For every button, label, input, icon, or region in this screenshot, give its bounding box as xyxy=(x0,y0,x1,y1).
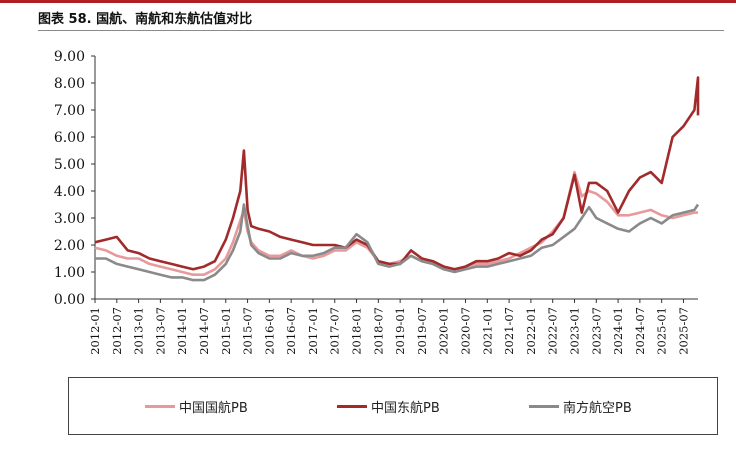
x-tick-label: 2012-07 xyxy=(110,307,124,355)
x-tick-label: 2016-07 xyxy=(284,307,298,355)
y-tick-label: 9.00 xyxy=(54,49,85,65)
legend-swatch-china-southern xyxy=(529,404,559,408)
legend-item-air-china: 中国国航PB xyxy=(145,398,248,416)
x-tick-label: 2021-01 xyxy=(480,307,494,355)
x-tick-label: 2015-07 xyxy=(241,307,255,355)
x-tick-label: 2019-01 xyxy=(393,307,407,355)
legend: 中国国航PB 中国东航PB 南方航空PB xyxy=(68,377,718,435)
x-tick-label: 2016-01 xyxy=(262,307,276,355)
legend-label-china-eastern: 中国东航PB xyxy=(371,400,440,416)
x-tick-label: 2017-07 xyxy=(328,307,342,355)
y-tick-label: 7.00 xyxy=(54,103,85,119)
legend-label-air-china: 中国国航PB xyxy=(179,400,248,416)
x-tick-label: 2013-07 xyxy=(153,307,167,355)
top-accent-bar xyxy=(0,0,736,3)
series-line-china-southern xyxy=(95,203,700,282)
chart-title: 图表 58. 国航、南航和东航估值对比 xyxy=(38,12,253,27)
y-tick-label: 2.00 xyxy=(54,238,85,254)
legend-item-china-eastern: 中国东航PB xyxy=(337,398,440,416)
y-tick-label: 3.00 xyxy=(54,211,85,227)
x-tick-label: 2024-07 xyxy=(633,307,647,355)
x-tick-label: 2012-01 xyxy=(88,307,102,355)
y-tick-label: 5.00 xyxy=(54,157,85,173)
x-tick-label: 2021-07 xyxy=(502,307,516,355)
x-tick-label: 2014-07 xyxy=(197,307,211,355)
series-line-china-eastern xyxy=(94,76,700,271)
x-tick-label: 2018-01 xyxy=(350,307,364,355)
x-tick-label: 2013-01 xyxy=(132,307,146,355)
y-tick-label: 6.00 xyxy=(54,130,85,146)
y-tick-label: 4.00 xyxy=(54,184,85,200)
y-tick-label: 0.00 xyxy=(54,292,85,308)
x-tick-label: 2025-01 xyxy=(655,307,669,355)
x-tick-label: 2025-07 xyxy=(676,307,690,355)
title-divider xyxy=(38,30,724,31)
x-tick-label: 2017-01 xyxy=(306,307,320,355)
x-tick-label: 2022-07 xyxy=(546,307,560,355)
y-tick-label: 1.00 xyxy=(54,265,85,281)
x-tick-label: 2020-01 xyxy=(437,307,451,355)
x-tick-label: 2014-01 xyxy=(175,307,189,355)
legend-swatch-air-china xyxy=(145,404,175,408)
x-tick-label: 2023-01 xyxy=(567,307,581,355)
x-tick-label: 2018-07 xyxy=(371,307,385,355)
y-tick-label: 8.00 xyxy=(54,76,85,92)
x-tick-label: 2024-01 xyxy=(611,307,625,355)
x-tick-label: 2019-07 xyxy=(415,307,429,355)
legend-swatch-china-eastern xyxy=(337,404,367,408)
legend-label-china-southern: 南方航空PB xyxy=(563,400,632,416)
x-tick-label: 2020-07 xyxy=(459,307,473,355)
legend-item-china-southern: 南方航空PB xyxy=(529,398,632,416)
x-tick-label: 2015-01 xyxy=(219,307,233,355)
x-tick-label: 2023-07 xyxy=(589,307,603,355)
x-tick-label: 2022-01 xyxy=(524,307,538,355)
